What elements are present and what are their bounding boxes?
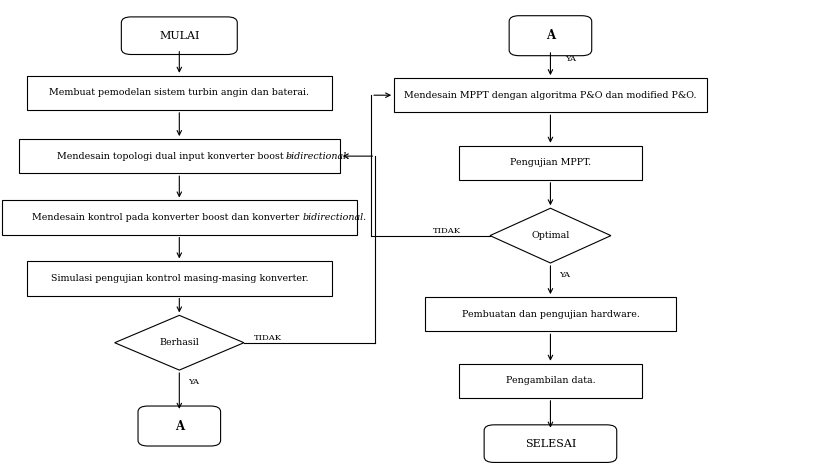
FancyBboxPatch shape <box>138 406 220 446</box>
Text: Pengambilan data.: Pengambilan data. <box>505 377 595 385</box>
FancyBboxPatch shape <box>509 16 592 56</box>
FancyBboxPatch shape <box>459 146 642 180</box>
FancyBboxPatch shape <box>425 297 676 331</box>
Text: Membuat pemodelan sistem turbin angin dan baterai.: Membuat pemodelan sistem turbin angin da… <box>49 89 309 97</box>
FancyBboxPatch shape <box>394 78 707 112</box>
Text: Mendesain topologi dual input konverter boost -: Mendesain topologi dual input konverter … <box>58 152 293 160</box>
FancyBboxPatch shape <box>459 364 642 398</box>
Text: MULAI: MULAI <box>159 30 199 41</box>
FancyBboxPatch shape <box>122 17 237 54</box>
Text: Pengujian MPPT.: Pengujian MPPT. <box>510 159 591 167</box>
Text: YA: YA <box>559 271 570 279</box>
Text: TIDAK: TIDAK <box>254 334 282 342</box>
Text: Simulasi pengujian kontrol masing-masing konverter.: Simulasi pengujian kontrol masing-masing… <box>51 274 308 283</box>
Text: SELESAI: SELESAI <box>525 438 576 449</box>
Text: Pembuatan dan pengujian hardware.: Pembuatan dan pengujian hardware. <box>461 310 640 318</box>
Text: bidirectional.: bidirectional. <box>286 152 350 160</box>
Text: Mendesain topologi dual input konverter boost - bidirectional.: Mendesain topologi dual input konverter … <box>29 152 329 160</box>
Text: YA: YA <box>565 55 576 62</box>
Polygon shape <box>490 208 610 263</box>
Text: Mendesain kontrol pada konverter boost dan konverter: Mendesain kontrol pada konverter boost d… <box>32 213 302 222</box>
Text: bidirectional.: bidirectional. <box>303 213 367 222</box>
Text: Berhasil: Berhasil <box>159 338 199 347</box>
Text: A: A <box>546 29 555 42</box>
FancyBboxPatch shape <box>27 261 331 296</box>
Text: A: A <box>175 419 183 433</box>
FancyBboxPatch shape <box>3 200 356 235</box>
FancyBboxPatch shape <box>484 425 617 463</box>
Text: TIDAK: TIDAK <box>434 227 461 235</box>
Polygon shape <box>115 315 244 370</box>
FancyBboxPatch shape <box>18 139 339 173</box>
FancyBboxPatch shape <box>27 76 331 110</box>
Text: Optimal: Optimal <box>531 231 570 240</box>
Text: YA: YA <box>188 378 198 386</box>
Text: Mendesain MPPT dengan algoritma P&O dan modified P&O.: Mendesain MPPT dengan algoritma P&O dan … <box>404 91 696 99</box>
